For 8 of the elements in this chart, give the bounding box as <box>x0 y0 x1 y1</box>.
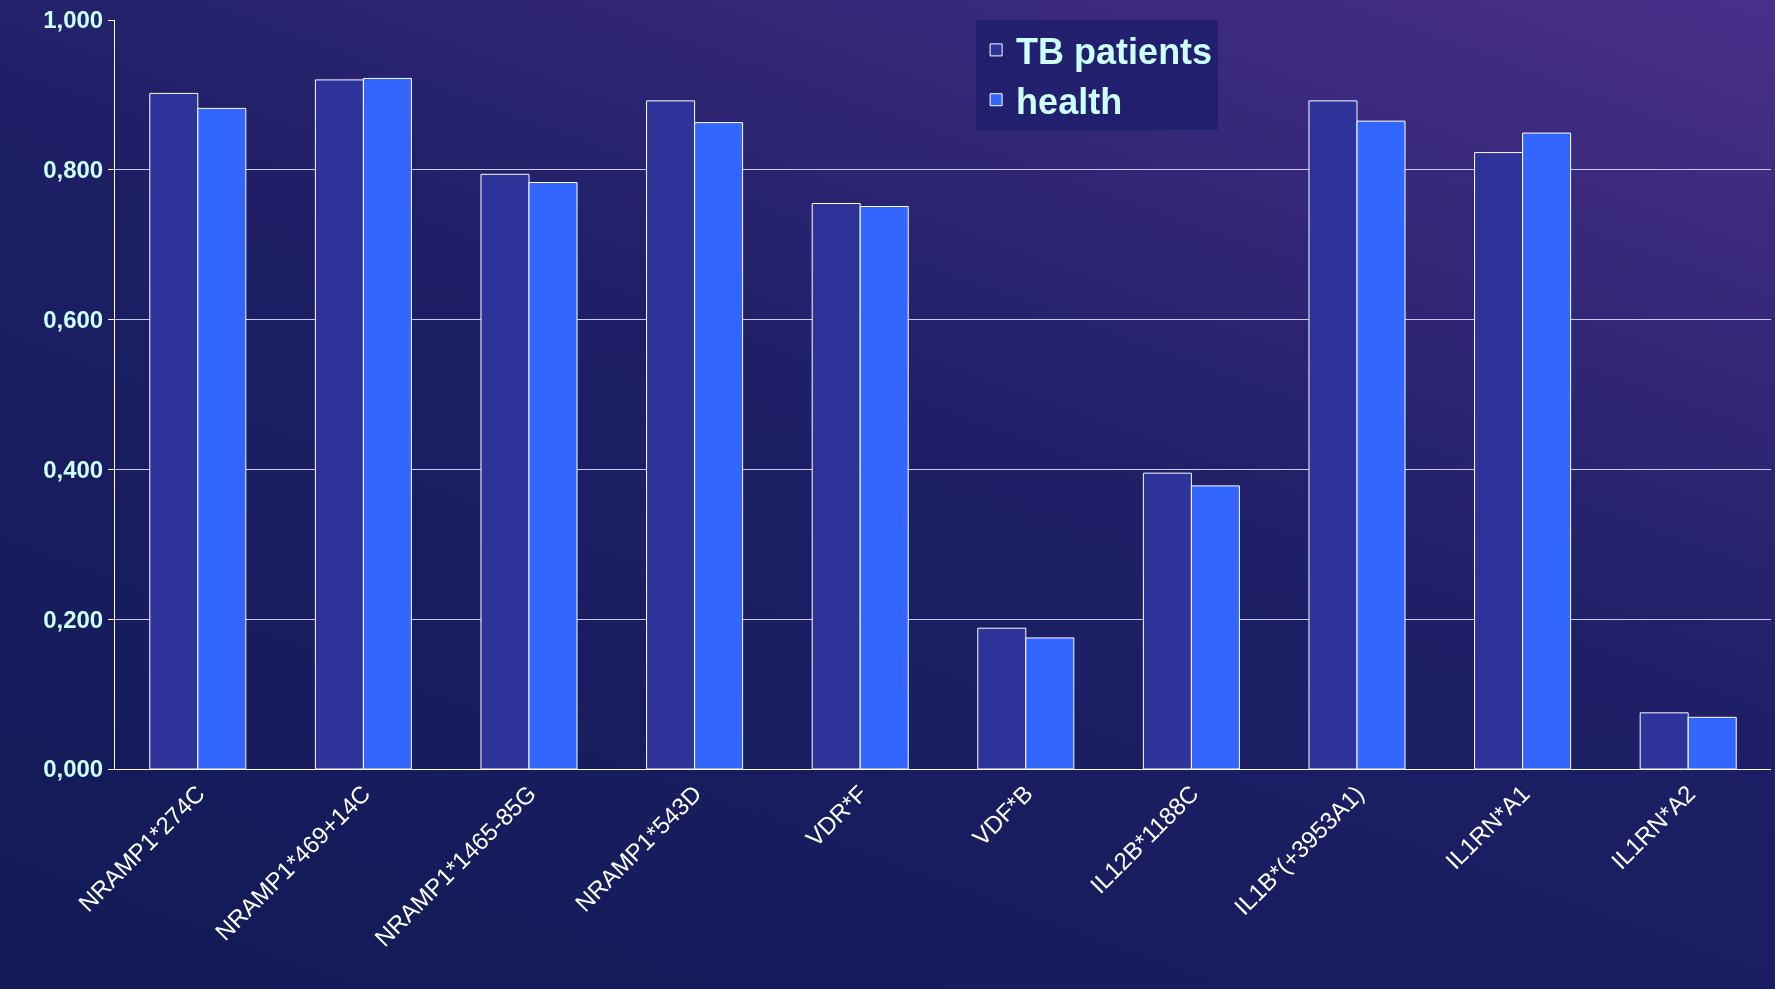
y-tick-label: 0,800 <box>43 156 104 184</box>
y-tick-label: 0,200 <box>43 605 104 633</box>
y-tick-label: 0,000 <box>43 755 104 783</box>
y-tick-label: 1,000 <box>43 6 104 34</box>
y-tick-label: 0,400 <box>43 455 104 483</box>
y-tick-label: 0,600 <box>43 306 104 333</box>
legend-label: TB patients <box>1016 30 1213 72</box>
legend-label: health <box>1016 80 1123 122</box>
